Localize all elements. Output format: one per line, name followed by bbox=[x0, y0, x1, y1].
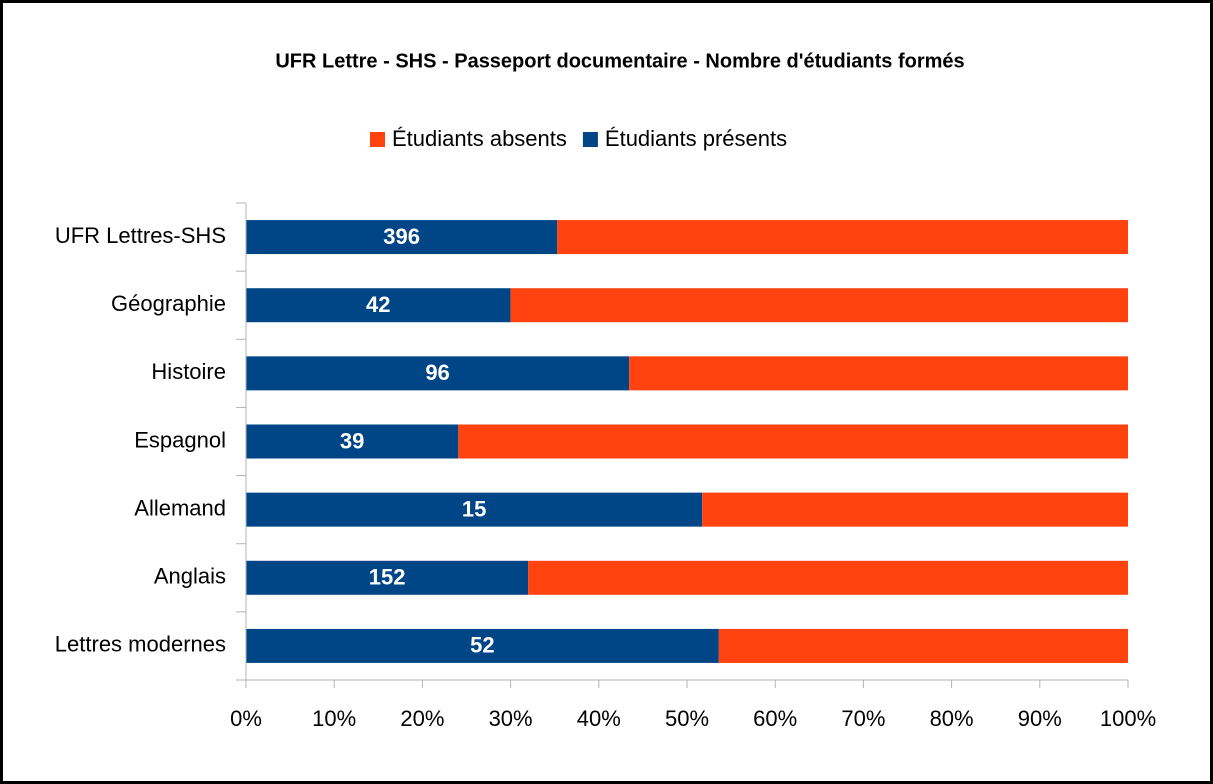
y-tick-label: Allemand bbox=[134, 495, 226, 520]
x-tick-label: 30% bbox=[489, 706, 533, 731]
bar-segment bbox=[246, 560, 529, 595]
data-label: 15 bbox=[462, 496, 486, 521]
bar-segment bbox=[246, 220, 558, 255]
y-tick-label: Géographie bbox=[111, 291, 226, 316]
chart-title: UFR Lettre - SHS - Passeport documentair… bbox=[275, 50, 964, 72]
data-label: 396 bbox=[383, 224, 420, 249]
data-label: 52 bbox=[470, 633, 494, 658]
x-tick-label: 80% bbox=[930, 706, 974, 731]
x-tick-label: 20% bbox=[400, 706, 444, 731]
x-tick-label: 100% bbox=[1100, 706, 1156, 731]
y-tick-label: UFR Lettres-SHS bbox=[55, 223, 226, 248]
x-tick-label: 40% bbox=[577, 706, 621, 731]
bar-segment bbox=[557, 220, 1128, 255]
x-tick-label: 60% bbox=[753, 706, 797, 731]
x-tick-label: 10% bbox=[312, 706, 356, 731]
x-tick-label: 70% bbox=[841, 706, 885, 731]
bar-segment bbox=[528, 560, 1128, 595]
bar-segment bbox=[718, 628, 1128, 663]
legend-swatch bbox=[582, 132, 598, 147]
bar-segment bbox=[510, 288, 1129, 323]
bar-segment bbox=[246, 356, 630, 391]
bar-segment bbox=[246, 288, 511, 323]
legend-label: Étudiants présents bbox=[605, 126, 787, 151]
y-tick-label: Lettres modernes bbox=[55, 632, 226, 657]
x-tick-label: 90% bbox=[1018, 706, 1062, 731]
bar-segment bbox=[458, 424, 1128, 459]
x-tick-label: 50% bbox=[665, 706, 709, 731]
legend-label: Étudiants absents bbox=[392, 126, 567, 151]
bar-segment bbox=[246, 424, 459, 459]
bar-segment bbox=[246, 492, 703, 527]
legend-swatch bbox=[370, 132, 385, 147]
x-tick-label: 0% bbox=[230, 706, 262, 731]
y-tick-label: Histoire bbox=[151, 359, 226, 384]
y-tick-label: Espagnol bbox=[134, 427, 226, 452]
data-label: 39 bbox=[340, 428, 364, 453]
bar-segment bbox=[702, 492, 1128, 527]
bar-segment bbox=[629, 356, 1128, 391]
y-tick-label: Anglais bbox=[154, 564, 226, 589]
data-label: 152 bbox=[369, 565, 406, 590]
bar-segment bbox=[246, 628, 719, 663]
data-label: 96 bbox=[425, 360, 449, 385]
data-label: 42 bbox=[366, 292, 390, 317]
